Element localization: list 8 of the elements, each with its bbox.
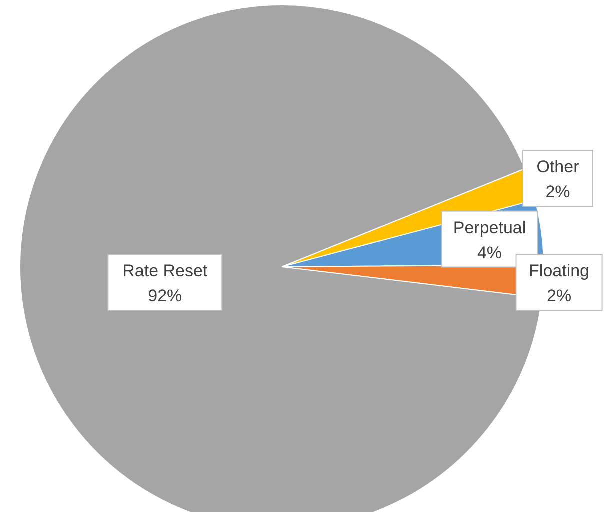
data-label: 2%	[547, 286, 572, 306]
slice-label: Perpetual	[453, 218, 526, 238]
data-label: 2%	[546, 182, 570, 202]
data-label: 92%	[148, 286, 182, 306]
slice-label: Other	[536, 158, 580, 177]
slice-label: Rate Reset	[122, 262, 208, 281]
data-label: 4%	[477, 243, 502, 262]
slice-label: Floating	[529, 262, 590, 281]
